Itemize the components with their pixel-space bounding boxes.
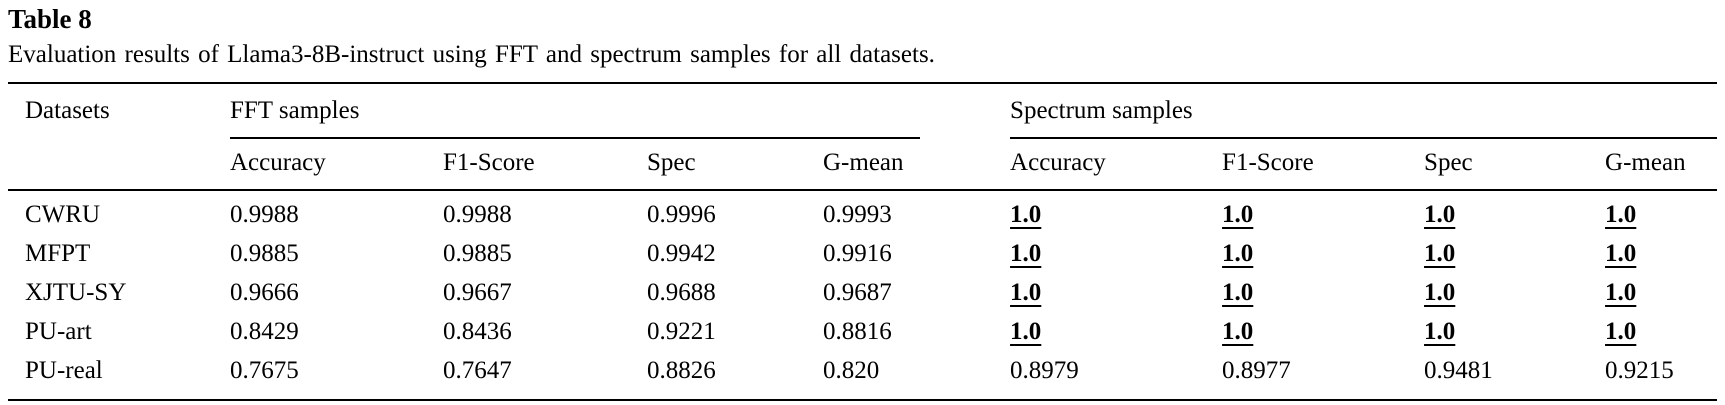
best-value-cell: 1.0 bbox=[1605, 279, 1637, 306]
column-header-datasets: Datasets bbox=[8, 83, 230, 191]
dataset-cell: XJTU-SY bbox=[25, 279, 127, 306]
subheader-fft-spec: Spec bbox=[647, 139, 823, 191]
subheader-spectrum-accuracy: Accuracy bbox=[1010, 139, 1223, 191]
group-header-fft: FFT samples bbox=[230, 83, 1010, 139]
value-cell: 0.8977 bbox=[1222, 357, 1291, 384]
subheader-spectrum-spec: Spec bbox=[1424, 139, 1606, 191]
dataset-cell: PU-real bbox=[25, 357, 103, 384]
table-row: PU-art 0.8429 0.8436 0.9221 0.8816 1.0 1.0 1.0 1… bbox=[8, 313, 1717, 352]
best-value-cell: 1.0 bbox=[1010, 201, 1042, 228]
value-cell: 0.7675 bbox=[230, 357, 299, 384]
subheader-spectrum-g-mean: G-mean bbox=[1605, 139, 1718, 191]
subheader-spectrum-f1-score: F1-Score bbox=[1222, 139, 1425, 191]
value-cell: 0.8436 bbox=[443, 318, 512, 345]
group-header-row: Datasets FFT samples Spectrum samples bbox=[8, 83, 1718, 191]
best-value-cell: 1.0 bbox=[1424, 201, 1456, 228]
subheader-row: Accuracy F1-Score Spec G-mean Accuracy F… bbox=[8, 139, 1718, 191]
value-cell: 0.7647 bbox=[443, 357, 512, 384]
group-header-fft-label: FFT samples bbox=[230, 84, 921, 139]
value-cell: 0.9996 bbox=[647, 201, 716, 228]
best-value-cell: 1.0 bbox=[1222, 201, 1254, 228]
table-row: PU-real 0.7675 0.7647 0.8826 0.820 0.8979 0.89… bbox=[8, 352, 1717, 400]
value-cell: 0.8816 bbox=[823, 318, 892, 345]
value-cell: 0.9687 bbox=[823, 279, 892, 306]
value-cell: 0.8429 bbox=[230, 318, 299, 345]
best-value-cell: 1.0 bbox=[1010, 240, 1042, 267]
best-value-cell: 1.0 bbox=[1424, 279, 1456, 306]
value-cell: 0.8979 bbox=[1010, 357, 1079, 384]
value-cell: 0.9993 bbox=[823, 201, 892, 228]
value-cell: 0.9988 bbox=[230, 201, 299, 228]
value-cell: 0.9481 bbox=[1424, 357, 1493, 384]
best-value-cell: 1.0 bbox=[1010, 279, 1042, 306]
best-value-cell: 1.0 bbox=[1222, 318, 1254, 345]
value-cell: 0.9942 bbox=[647, 240, 716, 267]
best-value-cell: 1.0 bbox=[1424, 240, 1456, 267]
dataset-cell: MFPT bbox=[25, 240, 91, 267]
table-row: MFPT 0.9885 0.9885 0.9942 0.9916 1.0 1.0 1.0 1.0 bbox=[8, 235, 1717, 274]
subheader-fft-f1-score: F1-Score bbox=[443, 139, 647, 191]
value-cell: 0.9215 bbox=[1605, 357, 1674, 384]
table-caption: Evaluation results of Llama3-8B-instruct… bbox=[8, 41, 935, 68]
group-header-spectrum-label: Spectrum samples bbox=[1010, 84, 1718, 139]
subheader-fft-g-mean: G-mean bbox=[823, 139, 1011, 191]
table-row: XJTU-SY 0.9666 0.9667 0.9688 0.9687 1.0 1.0 1.0… bbox=[8, 274, 1717, 313]
value-cell: 0.820 bbox=[823, 357, 880, 384]
value-cell: 0.9916 bbox=[823, 240, 892, 267]
value-cell: 0.9988 bbox=[443, 201, 512, 228]
results-table: Datasets FFT samples Spectrum samples Ac… bbox=[8, 82, 1718, 401]
table-body: CWRU 0.9988 0.9988 0.9996 0.9993 1.0 1.0 1.0 1.0… bbox=[8, 190, 1717, 400]
table-label: Table 8 bbox=[8, 4, 92, 34]
value-cell: 0.9885 bbox=[230, 240, 299, 267]
value-cell: 0.9667 bbox=[443, 279, 512, 306]
dataset-cell: PU-art bbox=[25, 318, 92, 345]
dataset-cell: CWRU bbox=[25, 201, 100, 228]
value-cell: 0.9688 bbox=[647, 279, 716, 306]
value-cell: 0.9885 bbox=[443, 240, 512, 267]
best-value-cell: 1.0 bbox=[1605, 318, 1637, 345]
value-cell: 0.9666 bbox=[230, 279, 299, 306]
best-value-cell: 1.0 bbox=[1222, 240, 1254, 267]
group-header-spectrum: Spectrum samples bbox=[1010, 83, 1718, 139]
value-cell: 0.9221 bbox=[647, 318, 716, 345]
best-value-cell: 1.0 bbox=[1605, 240, 1637, 267]
best-value-cell: 1.0 bbox=[1010, 318, 1042, 345]
best-value-cell: 1.0 bbox=[1424, 318, 1456, 345]
best-value-cell: 1.0 bbox=[1605, 201, 1637, 228]
value-cell: 0.8826 bbox=[647, 357, 716, 384]
table-row: CWRU 0.9988 0.9988 0.9996 0.9993 1.0 1.0 1.0 1.0 bbox=[8, 190, 1717, 235]
best-value-cell: 1.0 bbox=[1222, 279, 1254, 306]
subheader-fft-accuracy: Accuracy bbox=[230, 139, 443, 191]
